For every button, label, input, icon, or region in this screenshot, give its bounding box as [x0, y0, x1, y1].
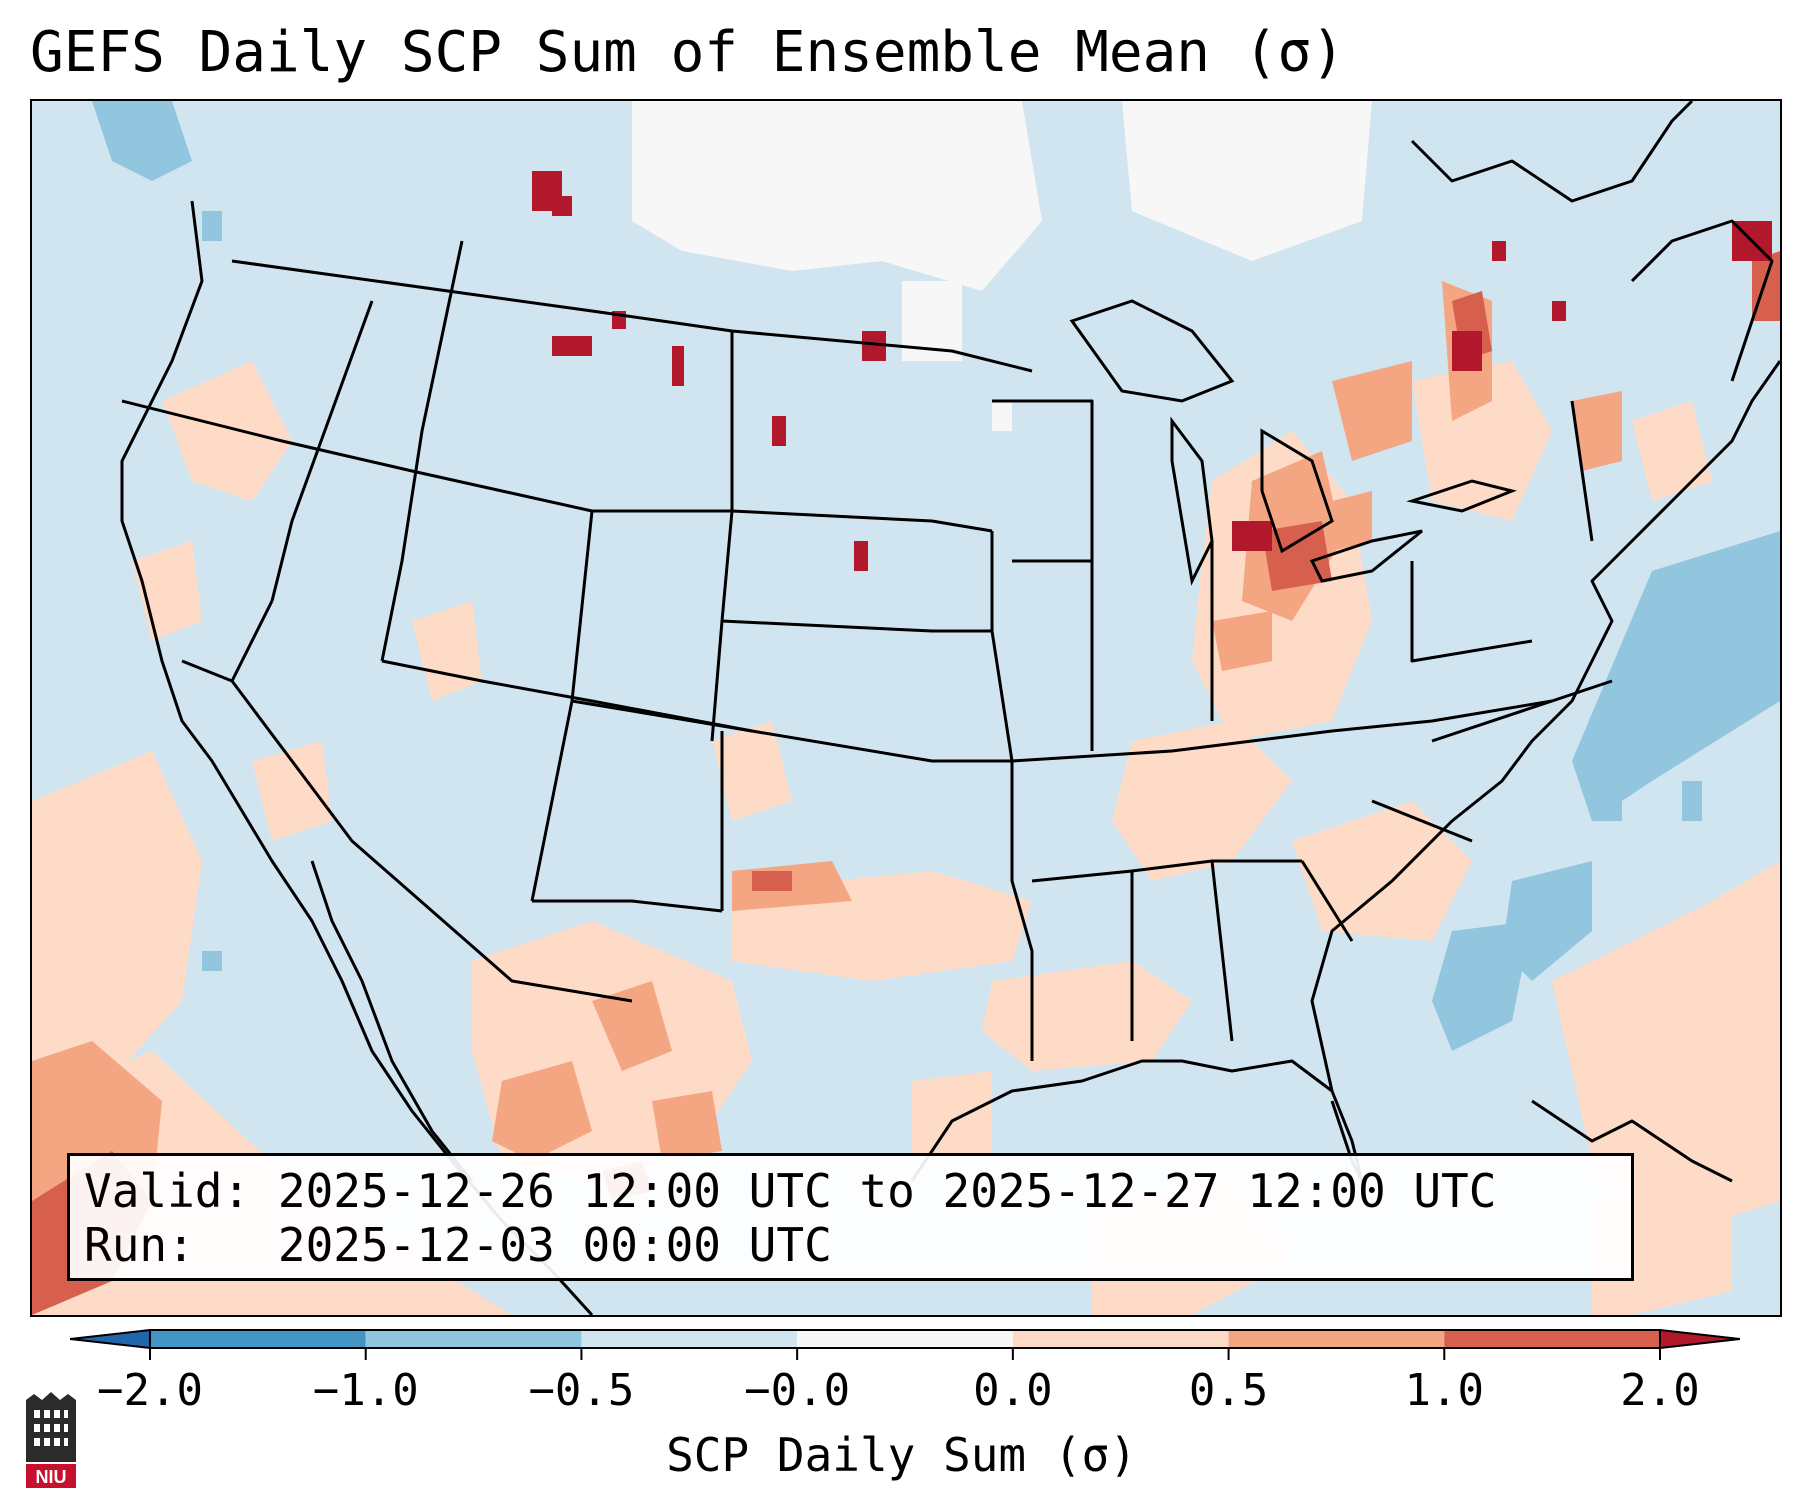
colorbar-tick-label: 1.0: [1404, 1365, 1485, 1416]
neutral-region: [632, 101, 1372, 431]
colorbar-under-arrow: [70, 1328, 151, 1350]
niu-logo-icon: NIU: [26, 1392, 76, 1488]
colorbar-tick-label: −2.0: [97, 1365, 203, 1416]
negative-anomaly-regions: [92, 101, 1780, 1051]
colorbar-bin: [1012, 1330, 1229, 1348]
map-svg: [32, 101, 1780, 1315]
great-lakes: [1069, 299, 1517, 586]
colorbar-bin: [1444, 1330, 1660, 1348]
colorbar-border: [149, 1329, 1661, 1349]
valid-range: 2025-12-26 12:00 UTC to 2025-12-27 12:00…: [277, 1164, 1497, 1218]
logo-text: NIU: [36, 1467, 67, 1487]
positive-anomaly-extreme: [532, 171, 1772, 571]
valid-prefix: Valid:: [84, 1164, 251, 1218]
colorbar-tick-label: 2.0: [1620, 1365, 1700, 1416]
run-prefix: Run:: [84, 1218, 195, 1272]
colorbar-bin: [365, 1330, 582, 1348]
colorbar-bin: [581, 1330, 798, 1348]
state-borders: [121, 240, 1613, 1061]
colorbar-tick-label: 0.0: [973, 1365, 1053, 1416]
run-time: 2025-12-03 00:00 UTC: [277, 1218, 832, 1272]
colorbar-bin: [1228, 1330, 1445, 1348]
info-box: Valid: 2025-12-26 12:00 UTC to 2025-12-2…: [67, 1153, 1634, 1281]
map-title: GEFS Daily SCP Sum of Ensemble Mean (σ): [30, 20, 1345, 85]
colorbar-tick-label: 0.5: [1188, 1365, 1269, 1416]
colorbar-tick-label: −0.5: [528, 1365, 635, 1416]
colorbar-tick-label: −1.0: [312, 1365, 419, 1416]
colorbar: [70, 1328, 1740, 1360]
colorbar-label: SCP Daily Sum (σ): [666, 1428, 1137, 1482]
colorbar-bin: [150, 1330, 366, 1348]
coastlines: [120, 101, 1780, 1315]
colorbar-over-arrow: [1659, 1328, 1740, 1350]
colorbar-bins: [70, 1328, 1740, 1360]
colorbar-tick-label: −0.0: [744, 1365, 851, 1416]
map-panel: [30, 99, 1782, 1317]
colorbar-bin: [797, 1330, 1013, 1348]
